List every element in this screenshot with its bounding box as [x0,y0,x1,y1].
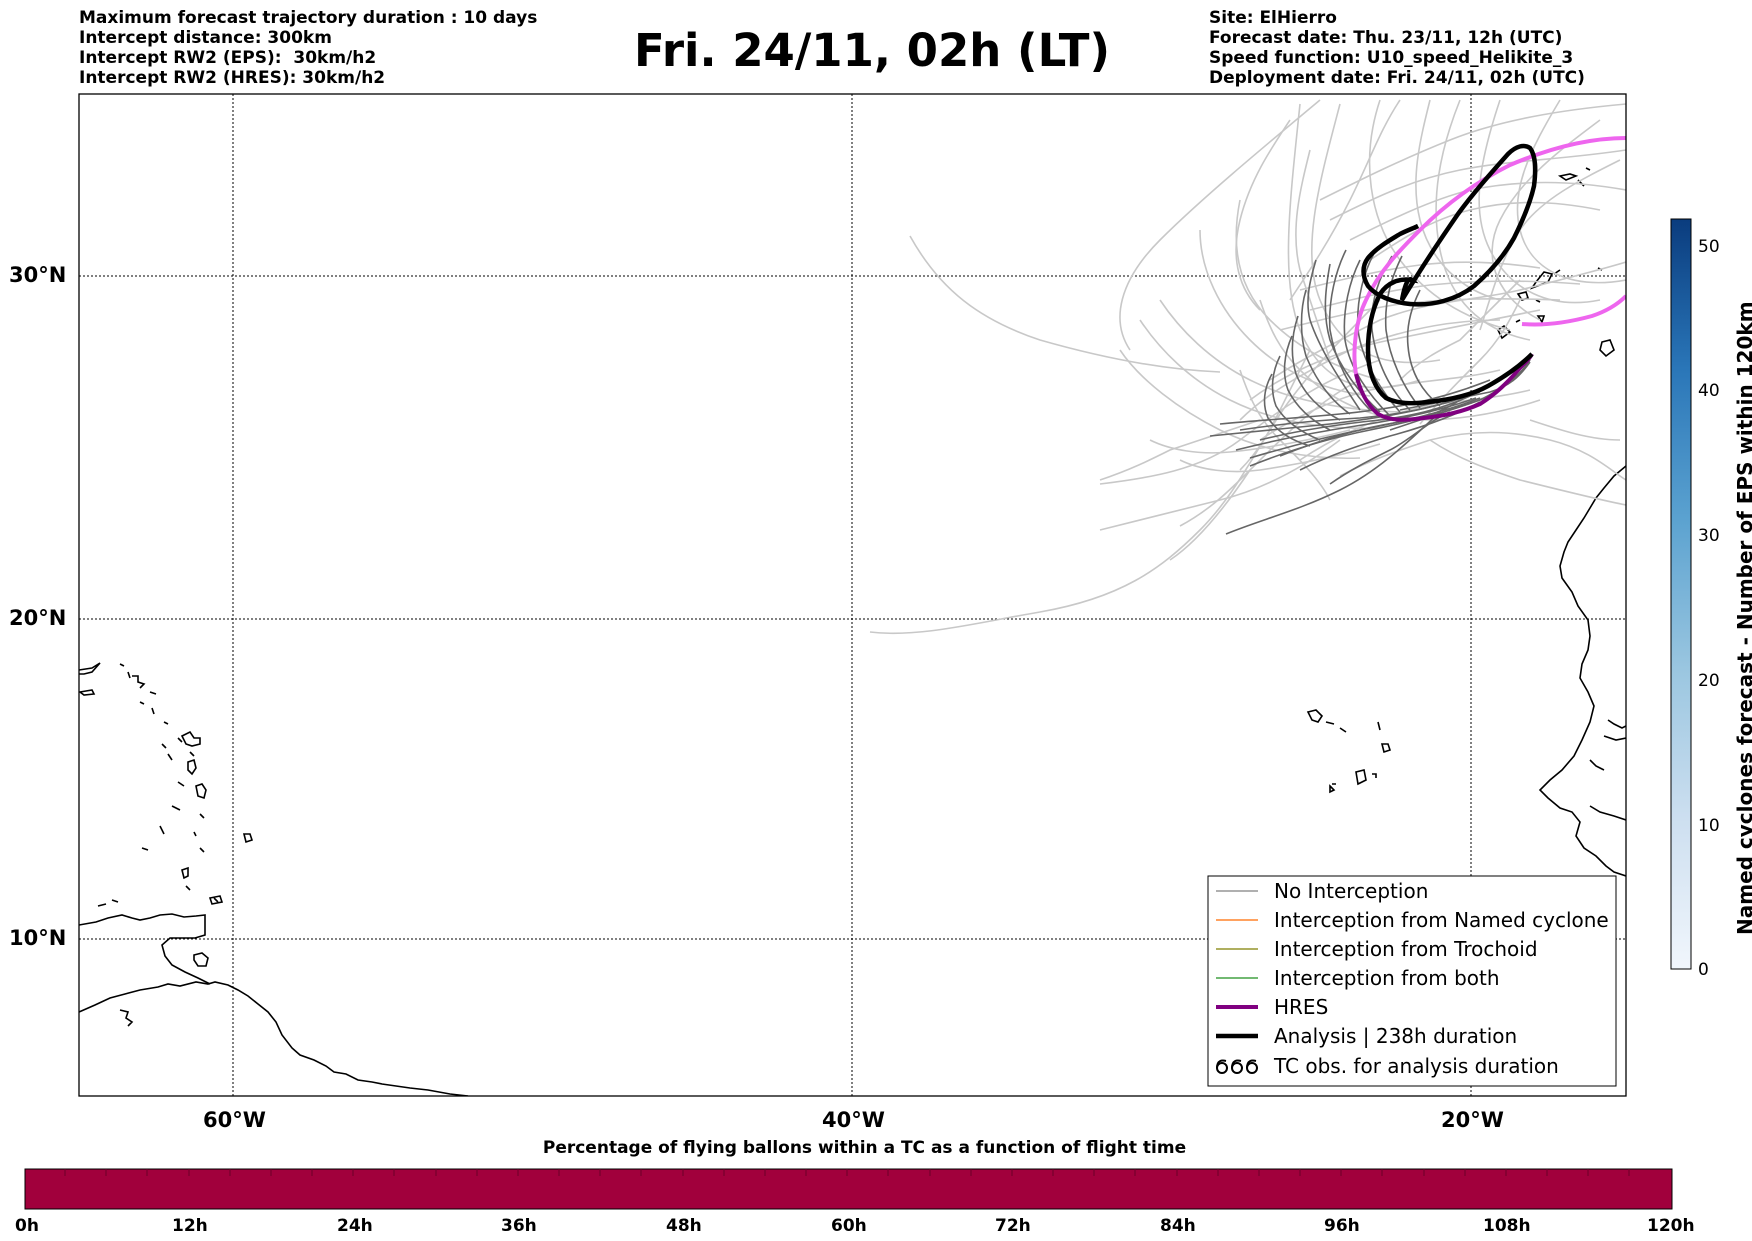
africa-inlets [1589,719,1626,821]
small-islands-a [97,675,219,907]
colorbar-tick-50: 50 [1698,237,1720,257]
intercept-distance-text: Intercept distance: 300km [79,28,332,48]
st-lucia-island [195,783,207,800]
legend [1207,875,1617,1087]
lon-label-20w: 20°W [1441,1108,1504,1132]
time-tick-48h: 48h [666,1216,702,1236]
max-duration-text: Maximum forecast trajectory duration : 1… [79,8,538,28]
forecast-date-text: Forecast date: Thu. 23/11, 12h (UTC) [1209,28,1563,48]
hres-trajectory [1354,353,1534,422]
time-tick-12h: 12h [172,1216,208,1236]
colorbar-tick-30: 30 [1698,526,1720,546]
legend-label-hres: HRES [1274,995,1329,1019]
cyclone-symbol-icon [1216,1059,1258,1074]
colorbar-tick-0: 0 [1698,960,1709,980]
legend-label-tc-obs: TC obs. for analysis duration [1274,1054,1559,1078]
legend-label-analysis: Analysis | 238h duration [1274,1024,1518,1048]
hres-forecast-tail [1521,294,1626,327]
africa-coast [1538,465,1626,877]
time-tick-72h: 72h [995,1216,1031,1236]
barbados-island [242,833,254,844]
deployment-date-text: Deployment date: Fri. 24/11, 02h (UTC) [1209,68,1585,88]
grenada-island [181,866,189,880]
intercept-hres-text: Intercept RW2 (HRES): 30km/h2 [79,68,386,88]
time-tick-60h: 60h [831,1216,867,1236]
south-america-coast [79,981,469,1096]
guadeloupe-island [180,730,201,747]
time-tick-108h: 108h [1483,1216,1531,1236]
colorbar [1670,218,1692,970]
time-tick-36h: 36h [501,1216,537,1236]
tobago-island [208,895,224,905]
speed-function-text: Speed function: U10_speed_Helikite_3 [1209,48,1574,68]
time-tick-120h: 120h [1647,1216,1695,1236]
colorbar-tick-40: 40 [1698,381,1720,401]
venezuela-coast [79,913,211,985]
time-tick-0h: 0h [15,1216,39,1236]
time-tick-96h: 96h [1324,1216,1360,1236]
hres-forecast-curve [1352,136,1626,375]
legend-label-both: Interception from both [1274,966,1500,990]
madeira-islands [1557,167,1603,271]
legend-label-no-interception: No Interception [1274,879,1429,903]
time-bar-title: Percentage of flying ballons within a TC… [542,1138,1187,1158]
intercept-eps-text: Intercept RW2 (EPS): 30km/h2 [79,48,377,68]
martinique-island [187,758,197,776]
lat-label-20n: 20°N [9,606,67,630]
hispaniola-fragment [79,662,101,675]
time-bar [24,1168,1673,1210]
map-frame [78,93,1627,1097]
puerto-rico-fragment [79,689,96,696]
lon-label-40w: 40°W [822,1108,885,1132]
eps-trajectories-light [869,99,1626,635]
header-info-left: Maximum forecast trajectory duration : 1… [79,8,537,88]
site-text: Site: ElHierro [1209,8,1337,28]
analysis-start-segment [1412,223,1420,231]
legend-label-trochoid: Interception from Trochoid [1274,937,1538,961]
lat-label-10n: 10°N [9,926,67,950]
legend-labels: No Interception Interception from Named … [1208,876,1616,1086]
lon-label-60w: 60°W [203,1108,266,1132]
cape-verde-islands [1306,709,1392,794]
coastlines [79,167,1626,1096]
header-info-right: Site: ElHierro Forecast date: Thu. 23/11… [1209,8,1585,88]
canary-islands [1496,269,1615,358]
time-tick-24h: 24h [337,1216,373,1236]
colorbar-label: Named cyclones forecast - Number of EPS … [1733,301,1752,935]
small-islands-b [119,663,185,1027]
page-title: Fri. 24/11, 02h (LT) [634,24,1111,77]
lat-label-30n: 30°N [9,263,67,287]
legend-label-named-cyclone: Interception from Named cyclone [1274,908,1609,932]
colorbar-tick-20: 20 [1698,671,1720,691]
analysis-trajectory [1361,143,1538,406]
colorbar-tick-10: 10 [1698,816,1720,836]
time-bar-ticks: 0h 12h 24h 36h 48h 60h 72h 84h 96h 108h … [0,1216,1752,1238]
time-tick-84h: 84h [1160,1216,1196,1236]
trinidad-island [193,952,209,967]
